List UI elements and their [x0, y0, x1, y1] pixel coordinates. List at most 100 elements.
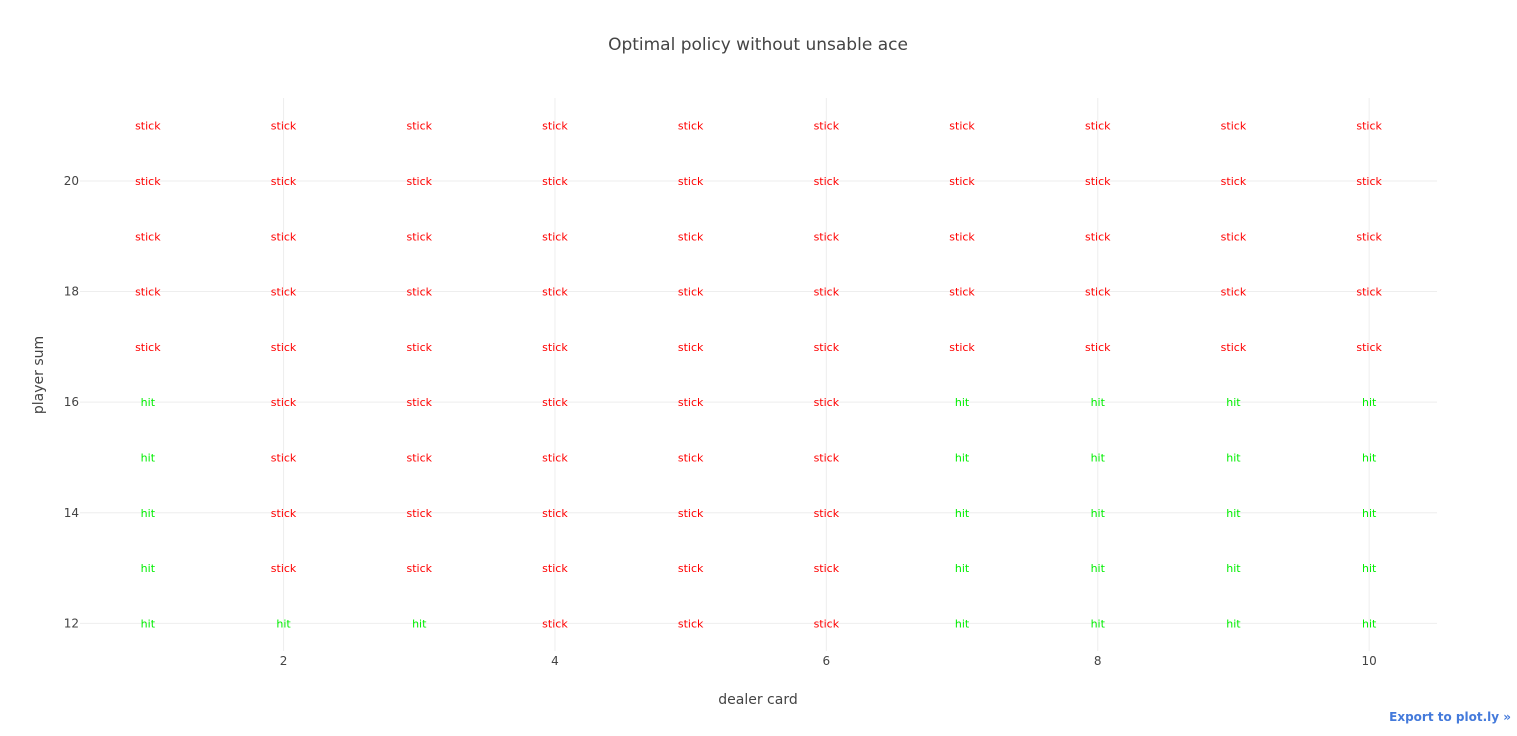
- x-tick-label: 4: [551, 654, 559, 668]
- policy-mark-hit: hit: [276, 617, 291, 630]
- policy-mark-hit: hit: [1226, 562, 1241, 575]
- policy-mark-stick: stick: [678, 396, 704, 409]
- policy-mark-hit: hit: [1226, 396, 1241, 409]
- policy-mark-stick: stick: [542, 451, 568, 464]
- grid-layer: [80, 98, 1437, 651]
- policy-mark-stick: stick: [1221, 230, 1247, 243]
- policy-mark-stick: stick: [678, 120, 704, 133]
- policy-mark-stick: stick: [1356, 286, 1382, 299]
- policy-mark-stick: stick: [1085, 341, 1111, 354]
- x-tick-label: 2: [280, 654, 288, 668]
- policy-mark-stick: stick: [814, 507, 840, 520]
- policy-mark-hit: hit: [412, 617, 427, 630]
- policy-mark-stick: stick: [678, 341, 704, 354]
- policy-mark-stick: stick: [814, 120, 840, 133]
- policy-mark-stick: stick: [1221, 286, 1247, 299]
- policy-mark-stick: stick: [949, 286, 975, 299]
- policy-mark-hit: hit: [1091, 451, 1106, 464]
- policy-mark-stick: stick: [406, 230, 432, 243]
- policy-mark-hit: hit: [1091, 396, 1106, 409]
- policy-mark-hit: hit: [141, 507, 156, 520]
- policy-mark-stick: stick: [1085, 286, 1111, 299]
- policy-mark-stick: stick: [135, 341, 161, 354]
- policy-mark-stick: stick: [406, 120, 432, 133]
- policy-mark-stick: stick: [406, 562, 432, 575]
- policy-mark-hit: hit: [141, 396, 156, 409]
- export-to-plotly-link[interactable]: Export to plot.ly »: [1389, 710, 1511, 724]
- policy-mark-stick: stick: [1356, 230, 1382, 243]
- x-axis-title: dealer card: [718, 692, 797, 708]
- y-tick-label: 20: [64, 174, 79, 188]
- policy-mark-hit: hit: [141, 451, 156, 464]
- policy-mark-stick: stick: [542, 396, 568, 409]
- policy-mark-stick: stick: [678, 617, 704, 630]
- policy-mark-hit: hit: [955, 507, 970, 520]
- policy-mark-hit: hit: [1091, 507, 1106, 520]
- y-tick-label: 18: [64, 285, 79, 299]
- policy-mark-stick: stick: [406, 286, 432, 299]
- policy-mark-stick: stick: [949, 175, 975, 188]
- policy-mark-stick: stick: [814, 617, 840, 630]
- policy-mark-stick: stick: [678, 175, 704, 188]
- y-axis-title: player sum: [31, 336, 47, 414]
- policy-mark-hit: hit: [1362, 617, 1377, 630]
- policy-mark-stick: stick: [542, 230, 568, 243]
- policy-mark-stick: stick: [271, 396, 297, 409]
- policy-mark-stick: stick: [406, 451, 432, 464]
- policy-mark-stick: stick: [1356, 175, 1382, 188]
- policy-mark-stick: stick: [814, 562, 840, 575]
- policy-mark-stick: stick: [542, 341, 568, 354]
- policy-mark-stick: stick: [678, 507, 704, 520]
- policy-mark-stick: stick: [271, 120, 297, 133]
- policy-mark-stick: stick: [814, 341, 840, 354]
- x-tick-label: 6: [823, 654, 831, 668]
- tick-labels: 2 4 6 8 10 12 14 16 18 20: [64, 174, 1377, 668]
- policy-mark-stick: stick: [814, 175, 840, 188]
- policy-mark-stick: stick: [1221, 120, 1247, 133]
- policy-mark-stick: stick: [678, 286, 704, 299]
- policy-mark-stick: stick: [271, 175, 297, 188]
- policy-mark-hit: hit: [955, 396, 970, 409]
- policy-mark-stick: stick: [542, 120, 568, 133]
- chart-title: Optimal policy without unsable ace: [608, 35, 908, 55]
- policy-mark-stick: stick: [406, 507, 432, 520]
- policy-mark-stick: stick: [271, 507, 297, 520]
- policy-mark-stick: stick: [1221, 341, 1247, 354]
- policy-mark-stick: stick: [949, 120, 975, 133]
- policy-mark-stick: stick: [814, 230, 840, 243]
- policy-mark-stick: stick: [135, 286, 161, 299]
- policy-mark-stick: stick: [542, 507, 568, 520]
- policy-mark-stick: stick: [678, 451, 704, 464]
- policy-marks: hit hit hit stick stick stick hit hit hit hit hit s…: [135, 120, 1382, 631]
- policy-mark-stick: stick: [542, 562, 568, 575]
- policy-mark-hit: hit: [955, 562, 970, 575]
- policy-mark-stick: stick: [1085, 230, 1111, 243]
- policy-mark-stick: stick: [949, 341, 975, 354]
- policy-mark-stick: stick: [271, 451, 297, 464]
- policy-mark-hit: hit: [1362, 396, 1377, 409]
- policy-mark-hit: hit: [1362, 451, 1377, 464]
- policy-mark-hit: hit: [1226, 617, 1241, 630]
- policy-mark-hit: hit: [1226, 507, 1241, 520]
- policy-mark-stick: stick: [271, 286, 297, 299]
- policy-mark-stick: stick: [135, 120, 161, 133]
- policy-mark-stick: stick: [1085, 175, 1111, 188]
- policy-mark-stick: stick: [678, 562, 704, 575]
- policy-mark-hit: hit: [955, 451, 970, 464]
- policy-mark-stick: stick: [1221, 175, 1247, 188]
- policy-mark-hit: hit: [141, 617, 156, 630]
- policy-mark-stick: stick: [135, 230, 161, 243]
- policy-mark-stick: stick: [406, 396, 432, 409]
- y-tick-label: 16: [64, 395, 79, 409]
- policy-mark-stick: stick: [406, 341, 432, 354]
- policy-mark-stick: stick: [814, 286, 840, 299]
- policy-mark-stick: stick: [271, 230, 297, 243]
- policy-mark-stick: stick: [814, 451, 840, 464]
- policy-mark-stick: stick: [135, 175, 161, 188]
- policy-mark-stick: stick: [1085, 120, 1111, 133]
- policy-mark-hit: hit: [141, 562, 156, 575]
- policy-mark-stick: stick: [814, 396, 840, 409]
- policy-mark-stick: stick: [542, 175, 568, 188]
